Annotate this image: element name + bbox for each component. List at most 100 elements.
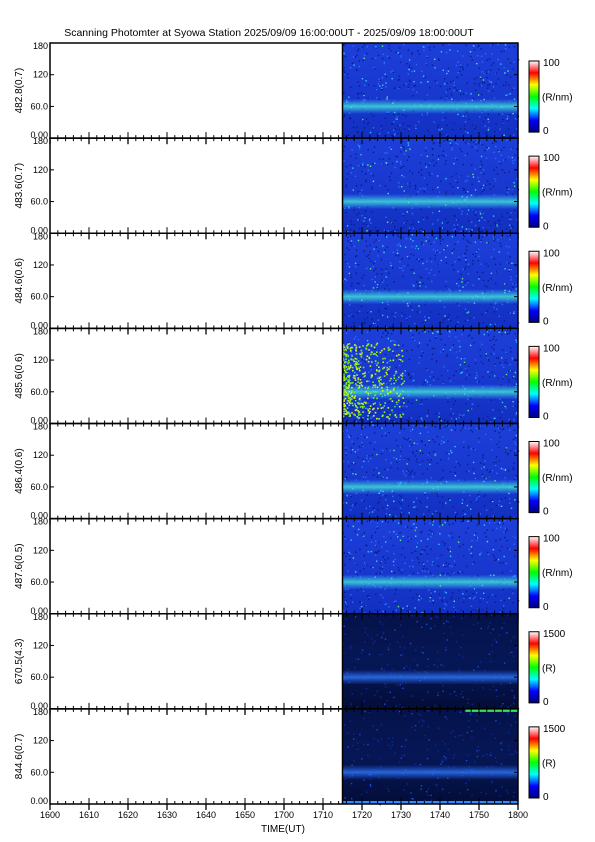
noise-dot	[347, 371, 349, 373]
noise-dot	[404, 526, 406, 528]
noise-dot	[454, 228, 457, 230]
noise-dot	[348, 328, 351, 331]
noise-dot	[456, 159, 458, 161]
noise-dot	[493, 151, 495, 154]
noise-dot	[387, 648, 390, 651]
noise-dot	[455, 173, 457, 175]
noise-dot	[413, 322, 416, 325]
noise-dot	[474, 224, 477, 227]
noise-dot	[511, 423, 514, 426]
noise-dot	[488, 360, 490, 362]
noise-dot	[490, 329, 492, 331]
noise-dot	[514, 333, 516, 335]
noise-dot	[372, 180, 375, 182]
noise-dot	[476, 249, 478, 252]
noise-dot	[461, 571, 464, 573]
noise-dot	[357, 190, 360, 193]
noise-dot	[382, 332, 384, 334]
noise-dot	[380, 283, 382, 285]
noise-dot	[408, 156, 410, 158]
noise-dot	[360, 164, 362, 167]
patch-dot	[368, 412, 370, 414]
noise-dot	[400, 163, 402, 165]
noise-dot	[426, 468, 429, 470]
patch-dot	[367, 418, 369, 420]
noise-dot	[477, 746, 479, 748]
noise-dot	[457, 572, 460, 575]
noise-dot	[404, 222, 407, 225]
noise-dot	[461, 498, 463, 501]
noise-dot	[498, 219, 501, 222]
noise-dot	[474, 761, 476, 763]
noise-dot	[460, 175, 462, 177]
noise-dot	[430, 618, 432, 620]
patch-dot	[379, 382, 381, 384]
noise-dot	[379, 601, 381, 603]
patch-dot	[382, 357, 384, 360]
noise-dot	[363, 93, 365, 95]
noise-dot	[429, 87, 431, 89]
noise-dot	[409, 125, 411, 127]
noise-dot	[473, 228, 475, 231]
noise-dot	[382, 507, 384, 509]
noise-dot	[460, 273, 462, 275]
noise-dot	[457, 72, 459, 74]
y-tick-label: 120	[33, 355, 48, 365]
noise-dot	[514, 441, 516, 443]
patch-dot	[346, 411, 348, 414]
noise-dot	[425, 623, 428, 626]
patch-dot	[356, 363, 358, 366]
noise-dot	[510, 450, 512, 452]
patch-dot	[378, 377, 381, 380]
noise-dot	[479, 76, 482, 78]
patch-dot	[355, 406, 358, 408]
noise-dot	[431, 358, 433, 361]
noise-dot	[424, 46, 426, 48]
noise-dot	[444, 218, 447, 220]
noise-dot	[409, 668, 411, 670]
noise-dot	[424, 163, 427, 165]
patch-dot	[354, 364, 356, 366]
noise-dot	[477, 666, 479, 668]
noise-dot	[451, 536, 454, 539]
noise-dot	[461, 226, 463, 228]
noise-dot	[478, 94, 480, 96]
noise-dot	[514, 449, 516, 452]
noise-dot	[396, 709, 398, 711]
noise-dot	[451, 595, 453, 598]
noise-dot	[454, 243, 456, 245]
noise-dot	[373, 241, 376, 243]
noise-dot	[516, 275, 518, 277]
noise-dot	[355, 551, 357, 553]
noise-dot	[363, 323, 366, 325]
noise-dot	[488, 84, 491, 86]
noise-dot	[421, 460, 424, 462]
patch-dot	[358, 417, 360, 419]
noise-dot	[429, 162, 431, 164]
noise-dot	[506, 261, 508, 264]
noise-dot	[482, 79, 485, 81]
noise-dot	[490, 256, 492, 258]
noise-dot	[361, 426, 364, 428]
noise-dot	[365, 409, 367, 412]
noise-dot	[352, 138, 355, 140]
noise-dot	[490, 751, 492, 754]
chart-title: Scanning Photomter at Syowa Station 2025…	[64, 27, 474, 39]
noise-dot	[434, 425, 436, 428]
noise-dot	[419, 452, 422, 455]
noise-dot	[381, 268, 383, 271]
noise-dot	[475, 228, 477, 230]
noise-dot	[427, 665, 429, 667]
noise-dot	[382, 449, 384, 452]
noise-dot	[411, 70, 413, 73]
y-tick-label: 60.0	[30, 292, 48, 302]
patch-dot	[346, 407, 349, 409]
noise-dot	[375, 132, 378, 135]
noise-dot	[424, 610, 426, 612]
noise-dot	[405, 665, 408, 667]
noise-dot	[383, 62, 385, 65]
noise-dot	[394, 219, 397, 222]
patch-dot	[350, 364, 352, 367]
